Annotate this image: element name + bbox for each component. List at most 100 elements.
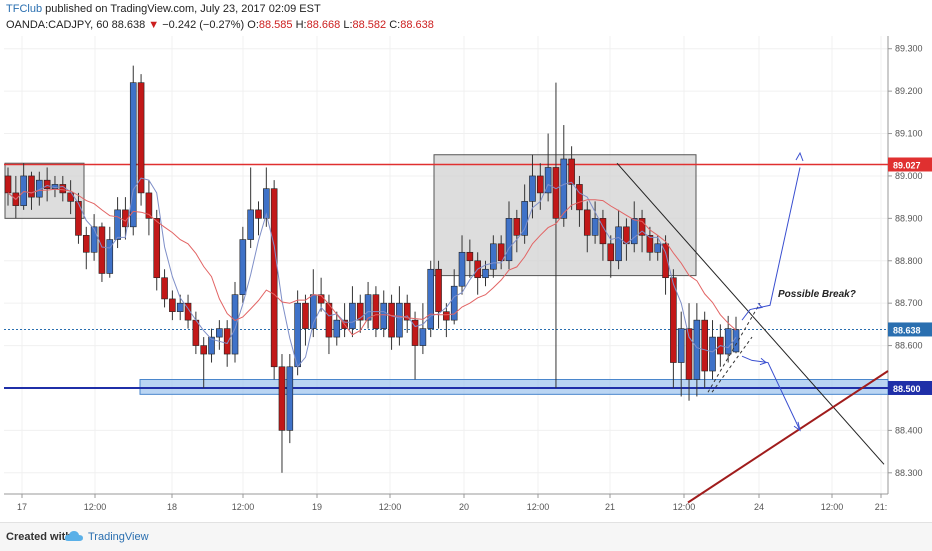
candle-body[interactable] xyxy=(724,328,732,355)
arrow-head-icon xyxy=(759,357,767,366)
candle-body[interactable] xyxy=(544,167,552,194)
candle-body[interactable] xyxy=(435,268,442,312)
candle-body[interactable] xyxy=(552,167,560,219)
x-tick-label: 12:00 xyxy=(527,502,550,512)
candle-body[interactable] xyxy=(356,302,364,321)
candle-body[interactable] xyxy=(176,302,184,312)
candle-body[interactable] xyxy=(325,302,333,338)
candle-body[interactable] xyxy=(98,226,106,274)
candle-body[interactable] xyxy=(129,82,137,228)
candle-body[interactable] xyxy=(529,175,536,202)
candle-body[interactable] xyxy=(646,235,654,253)
candle-body[interactable] xyxy=(239,239,247,295)
candle-body[interactable] xyxy=(59,184,67,194)
candle-body[interactable] xyxy=(466,251,474,262)
candle-body[interactable] xyxy=(701,319,708,372)
candle-body[interactable] xyxy=(278,366,286,431)
candle-body[interactable] xyxy=(505,218,513,262)
candle-body[interactable] xyxy=(427,268,435,329)
candle-body[interactable] xyxy=(654,243,662,253)
support-zone[interactable] xyxy=(139,379,889,395)
candle-body[interactable] xyxy=(685,328,693,380)
candle-body[interactable] xyxy=(349,302,356,329)
candle-body[interactable] xyxy=(521,201,528,236)
descending-trendline[interactable] xyxy=(616,162,885,465)
candle-body[interactable] xyxy=(388,302,395,338)
candle-body[interactable] xyxy=(82,235,90,253)
candle-body[interactable] xyxy=(670,277,677,363)
candle-body[interactable] xyxy=(411,319,419,346)
candle-body[interactable] xyxy=(591,218,599,236)
candle-body[interactable] xyxy=(333,319,341,338)
candle-body[interactable] xyxy=(630,218,638,245)
candle-body[interactable] xyxy=(169,298,176,312)
x-tick-label: 20 xyxy=(459,502,469,512)
candle-body[interactable] xyxy=(4,175,12,194)
candle-body[interactable] xyxy=(450,285,458,321)
candle-body[interactable] xyxy=(615,226,622,262)
candle-body[interactable] xyxy=(270,188,278,368)
candle-body[interactable] xyxy=(106,239,114,274)
publish-info: published on TradingView.com, July 23, 2… xyxy=(42,3,321,15)
ascending-trendline[interactable] xyxy=(687,370,889,504)
y-tick-label: 88.600 xyxy=(895,341,923,351)
candle-body[interactable] xyxy=(286,366,294,431)
candle-body[interactable] xyxy=(443,311,450,321)
x-tick-label: 21 xyxy=(605,502,615,512)
candle-body[interactable] xyxy=(677,328,685,363)
candle-body[interactable] xyxy=(513,218,521,236)
candle-body[interactable] xyxy=(302,302,309,329)
candle-body[interactable] xyxy=(200,345,207,355)
symbol-name[interactable]: OANDA:CADJPY, 60 xyxy=(6,19,109,31)
candle-body[interactable] xyxy=(192,319,200,346)
candle-body[interactable] xyxy=(216,328,223,338)
candle-body[interactable] xyxy=(537,175,544,194)
candle-body[interactable] xyxy=(638,218,646,236)
candle-body[interactable] xyxy=(396,302,403,338)
candle-body[interactable] xyxy=(137,82,145,194)
candle-body[interactable] xyxy=(208,336,215,355)
x-tick-label: 21: xyxy=(875,502,888,512)
candle-body[interactable] xyxy=(294,302,301,368)
candle-body[interactable] xyxy=(20,175,27,206)
author-link[interactable]: TFClub xyxy=(6,3,43,15)
candle-body[interactable] xyxy=(114,209,121,240)
candle-body[interactable] xyxy=(43,179,51,189)
candle-body[interactable] xyxy=(583,209,591,236)
candle-body[interactable] xyxy=(482,268,489,279)
candle-body[interactable] xyxy=(403,302,411,321)
range-box-left[interactable] xyxy=(4,162,85,219)
candle-body[interactable] xyxy=(568,158,575,185)
candle-body[interactable] xyxy=(560,158,568,219)
candle-body[interactable] xyxy=(184,302,192,321)
tradingview-link[interactable]: TradingView xyxy=(88,531,149,543)
candle-body[interactable] xyxy=(662,243,669,279)
candle-body[interactable] xyxy=(255,209,262,219)
candle-body[interactable] xyxy=(709,336,716,372)
candle-body[interactable] xyxy=(419,328,427,346)
candle-body[interactable] xyxy=(231,294,239,355)
price-chart[interactable]: 17 12:00 18 12:00 19 12:00 20 12:00 21 12:00 24 12:… xyxy=(0,36,932,522)
candle-body[interactable] xyxy=(145,192,153,219)
x-tick-label: 17 xyxy=(17,502,27,512)
candle-body[interactable] xyxy=(28,175,35,198)
candle-body[interactable] xyxy=(36,179,43,198)
x-tick-label: 12:00 xyxy=(673,502,696,512)
candle-body[interactable] xyxy=(490,243,497,270)
candle-body[interactable] xyxy=(153,218,161,279)
candle-body[interactable] xyxy=(693,319,701,380)
candle-body[interactable] xyxy=(458,251,466,287)
candle-body[interactable] xyxy=(90,226,98,253)
candle-body[interactable] xyxy=(364,294,372,321)
candle-body[interactable] xyxy=(247,209,254,240)
candle-body[interactable] xyxy=(263,188,270,219)
candle-body[interactable] xyxy=(75,201,82,236)
candle-body[interactable] xyxy=(161,277,168,300)
candle-body[interactable] xyxy=(576,184,583,211)
x-tick-label: 12:00 xyxy=(379,502,402,512)
candle-body[interactable] xyxy=(223,328,231,355)
candle-body[interactable] xyxy=(623,226,630,245)
candle-body[interactable] xyxy=(380,302,388,329)
candle-body[interactable] xyxy=(497,243,505,262)
candle-body[interactable] xyxy=(607,243,615,262)
